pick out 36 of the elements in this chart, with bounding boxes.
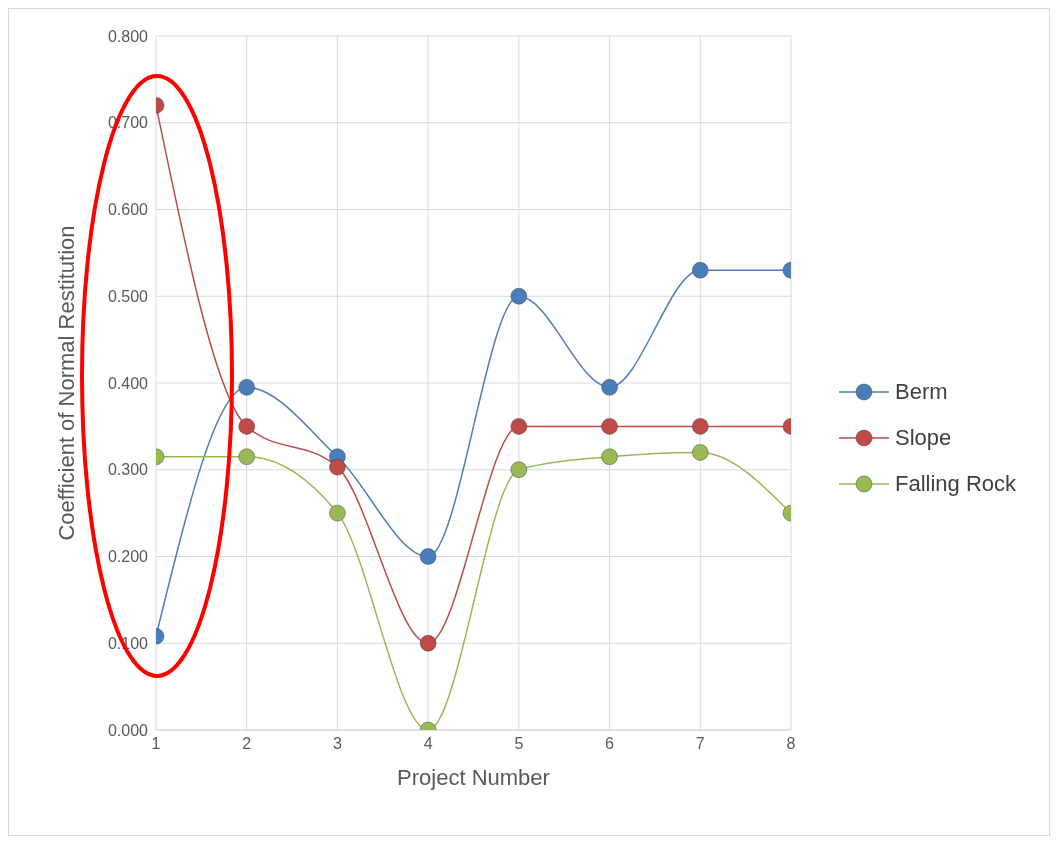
point (419, 548, 437, 565)
y-tick-label: 0.500 (107, 287, 149, 305)
x-tick-label: 1 (151, 735, 161, 753)
y-tick-label: 0.800 (107, 27, 149, 45)
y-tick-label: 0.000 (107, 721, 149, 739)
point (238, 448, 256, 466)
x-tick-label: 3 (332, 735, 342, 753)
point (419, 634, 437, 652)
legend-label: Berm (895, 379, 948, 405)
x-tick-label: 8 (786, 735, 796, 753)
y-tick-label: 0.300 (107, 461, 149, 479)
point (691, 417, 709, 435)
point (691, 261, 709, 279)
point (510, 287, 528, 305)
y-tick-label: 0.600 (107, 201, 149, 219)
x-tick-label: 5 (514, 735, 524, 753)
point (601, 417, 619, 435)
point (691, 443, 709, 461)
y-axis-title: Coefficient of Normal Restitution (53, 225, 79, 541)
point (510, 461, 528, 479)
y-tick-label: 0.400 (107, 374, 149, 392)
x-axis-title: Project Number (397, 765, 550, 790)
x-tick-label: 2 (242, 735, 252, 753)
point (510, 417, 528, 435)
point (328, 504, 346, 522)
y-tick-label: 0.200 (107, 548, 149, 566)
legend-label: Slope (895, 425, 952, 451)
point (238, 378, 256, 396)
point (601, 378, 619, 396)
point (328, 458, 346, 476)
x-tick-label: 7 (695, 735, 705, 753)
x-tick-label: 4 (423, 735, 433, 753)
x-tick-label: 6 (605, 735, 615, 753)
legend-label: Falling Rock (895, 471, 1017, 497)
point (601, 448, 619, 466)
point (238, 417, 256, 435)
